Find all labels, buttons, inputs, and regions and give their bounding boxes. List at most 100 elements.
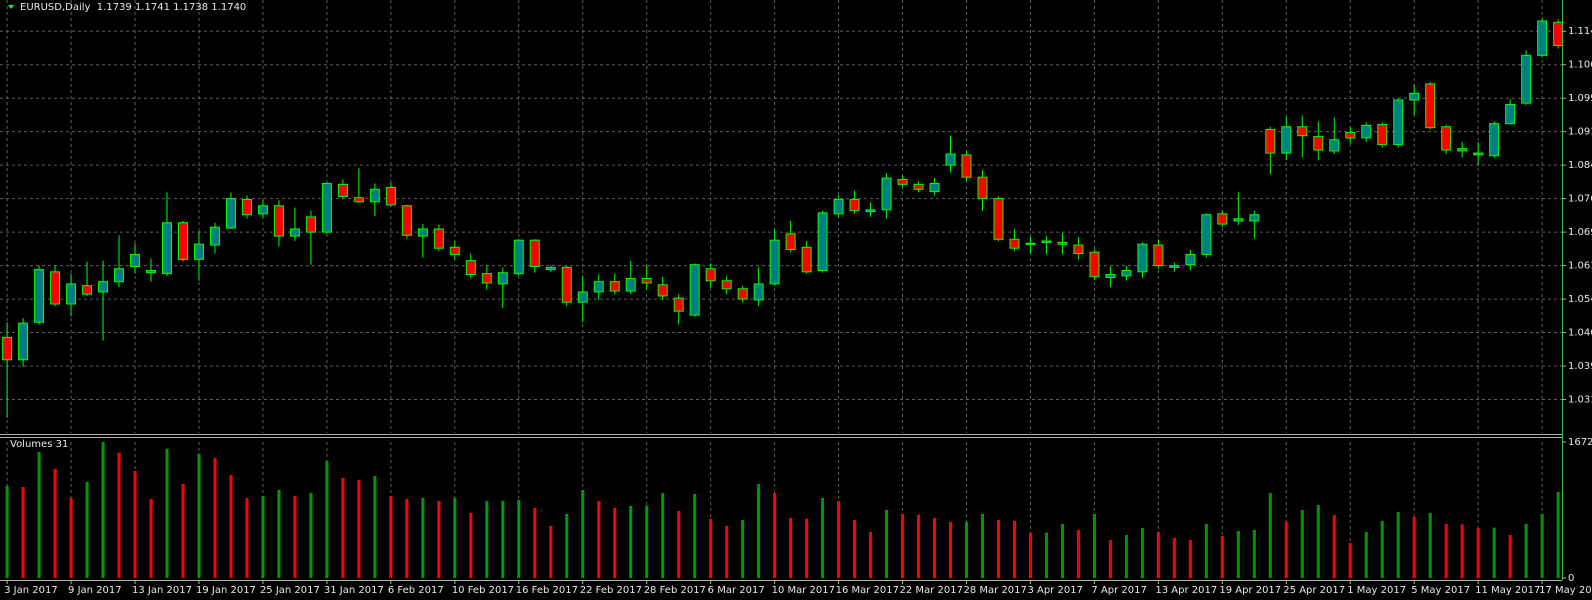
- volume-bar: [885, 509, 889, 578]
- candle-body: [257, 205, 268, 215]
- volume-bar: [1444, 523, 1448, 578]
- volume-bar: [933, 517, 937, 578]
- volume-bar: [1348, 542, 1352, 578]
- candle-body: [177, 222, 188, 260]
- candle-body: [82, 285, 93, 295]
- volume-bar: [325, 460, 329, 578]
- candle-body: [705, 268, 716, 282]
- candle-body: [865, 209, 876, 213]
- volume-bar: [869, 531, 873, 578]
- candle-body: [1057, 241, 1068, 245]
- volume-bar: [677, 510, 681, 578]
- candle-body: [993, 198, 1004, 240]
- candle-body: [1249, 214, 1260, 222]
- volume-bar: [629, 505, 633, 578]
- candle-body: [50, 271, 61, 305]
- x-tick-label: 3 Jan 2017: [4, 585, 58, 596]
- candle-body: [1025, 242, 1036, 245]
- volume-bar: [357, 479, 361, 578]
- candle-body: [1505, 103, 1516, 125]
- candle-body: [1105, 274, 1116, 279]
- volume-bar: [645, 505, 649, 578]
- candle-body: [769, 239, 780, 285]
- candle-body: [465, 260, 476, 276]
- volume-bar: [1476, 527, 1480, 578]
- volume-bar: [133, 470, 137, 578]
- x-tick-label: 16 Feb 2017: [516, 585, 578, 596]
- candle-body: [545, 266, 556, 271]
- x-tick-label: 31 Jan 2017: [324, 585, 384, 596]
- volume-bar: [565, 513, 569, 578]
- candle-body: [2, 336, 13, 361]
- y-tick-label: 0: [1568, 573, 1574, 584]
- candle-body: [529, 239, 540, 267]
- candle-body: [1409, 92, 1420, 101]
- candle-body: [1329, 139, 1340, 152]
- volume-bar: [1028, 532, 1032, 578]
- volume-bar: [1044, 532, 1048, 578]
- volume-bar: [1268, 492, 1272, 578]
- volume-bar: [149, 498, 153, 578]
- candle-body: [1425, 83, 1436, 129]
- volume-bar: [1364, 531, 1368, 578]
- candle-body: [481, 273, 492, 284]
- candle-body: [897, 178, 908, 185]
- candle-body: [289, 228, 300, 237]
- volume-bar: [53, 468, 57, 578]
- volume-bar: [101, 442, 105, 578]
- x-tick-label: 10 Mar 2017: [772, 585, 835, 596]
- candle-body: [369, 188, 380, 203]
- candle-body: [1073, 244, 1084, 255]
- y-tick-label: 1.0690: [1568, 227, 1592, 238]
- volume-bar: [389, 495, 393, 578]
- symbol-menu-arrow[interactable]: [8, 5, 14, 9]
- candle-body: [401, 205, 412, 236]
- volume-bar: [1396, 511, 1400, 578]
- y-tick-label: 1.0615: [1568, 261, 1592, 272]
- volume-bar: [85, 481, 89, 578]
- candle-body: [801, 246, 812, 273]
- y-tick-label: 16726: [1568, 437, 1592, 448]
- candle-body: [1473, 152, 1484, 156]
- volume-bar: [837, 500, 841, 578]
- candle-body: [1089, 251, 1100, 278]
- candle-body: [241, 199, 252, 216]
- candle-body: [753, 283, 764, 301]
- volume-bar: [805, 518, 809, 578]
- candle-body: [497, 272, 508, 285]
- candle-body: [98, 281, 109, 293]
- marks: [2, 17, 1564, 578]
- candle-body: [433, 228, 444, 249]
- x-tick-label: 6 Mar 2017: [708, 585, 765, 596]
- volume-bar: [533, 507, 537, 578]
- volume-bar: [965, 521, 968, 578]
- volume-bar: [996, 519, 1000, 578]
- y-tick-label: 1.0990: [1568, 93, 1592, 104]
- candle-body: [1281, 126, 1292, 154]
- x-tick-label: 3 Apr 2017: [1027, 585, 1082, 596]
- volume-bar: [917, 514, 921, 578]
- candle-body: [641, 278, 652, 284]
- volume-bar: [21, 486, 25, 578]
- candle-body: [1217, 213, 1228, 225]
- volume-bar: [853, 519, 857, 578]
- volume-bar: [1140, 527, 1144, 578]
- volume-bar: [980, 513, 984, 578]
- candle-body: [1361, 124, 1372, 139]
- volume-bar: [661, 492, 665, 578]
- volume-bar: [1316, 504, 1320, 578]
- candle-body: [625, 278, 636, 292]
- volume-bar: [1540, 513, 1544, 578]
- volume-bar: [1428, 512, 1432, 578]
- y-tick-label: 1.0315: [1568, 395, 1592, 406]
- x-tick-label: 9 Jan 2017: [68, 585, 122, 596]
- volume-bar: [453, 497, 457, 578]
- candle-body: [225, 198, 236, 229]
- volume-bar: [789, 517, 793, 578]
- candle-body: [1137, 243, 1148, 273]
- candle-body: [721, 280, 732, 290]
- volume-bar: [1492, 527, 1496, 578]
- symbol-header: EURUSD,Daily 1.1739 1.1741 1.1738 1.1740: [20, 2, 246, 13]
